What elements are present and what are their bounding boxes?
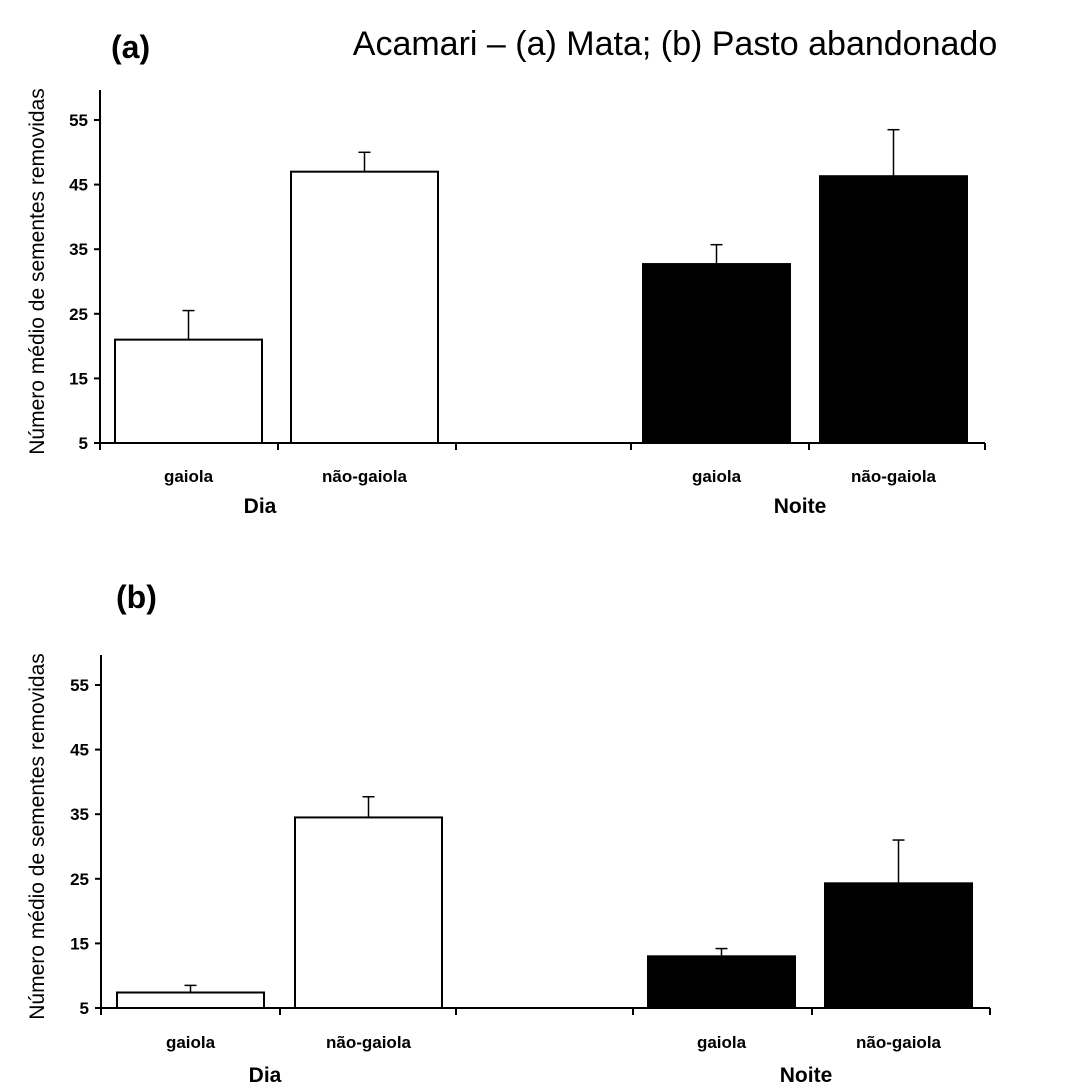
panel-label: (a) (111, 29, 150, 65)
bar (294, 816, 443, 1009)
chart-panel-b: (b) Número médio de sementes removidas 5 15… (26, 579, 991, 1087)
y-tick-label: 25 (69, 305, 88, 324)
category-label: gaiola (692, 467, 742, 486)
y-tick-label: 45 (69, 176, 88, 195)
bar (114, 338, 263, 445)
category-label: gaiola (697, 1033, 747, 1052)
category-label: não-gaiola (851, 467, 937, 486)
y-axis-label: Número médio de sementes removidas (26, 653, 49, 1020)
category-label: não-gaiola (322, 467, 408, 486)
y-tick-label: 35 (69, 240, 88, 259)
category-label: gaiola (164, 467, 214, 486)
category-label: não-gaiola (326, 1033, 412, 1052)
y-tick-label: 5 (80, 999, 89, 1018)
bar (116, 991, 265, 1009)
y-tick-label: 35 (70, 805, 89, 824)
y-axis-label: Número médio de sementes removidas (26, 88, 49, 455)
chart-panel-a: (a) Número médio de sementes removidas 5 15… (26, 29, 986, 518)
y-tick-label: 25 (70, 870, 89, 889)
group-label-noite: Noite (774, 495, 827, 518)
y-tick-label: 55 (69, 111, 88, 130)
bar (290, 170, 439, 444)
y-tick-label: 15 (69, 369, 88, 388)
group-label-noite: Noite (780, 1064, 833, 1084)
group-label-dia: Dia (249, 1064, 282, 1084)
y-tick-label: 55 (70, 676, 89, 695)
category-label: gaiola (166, 1033, 216, 1052)
y-tick-label: 5 (79, 434, 88, 453)
bar (819, 175, 968, 444)
group-label-dia: Dia (244, 495, 277, 518)
category-label: não-gaiola (856, 1033, 942, 1052)
panel-label: (b) (116, 579, 157, 615)
bar (824, 882, 973, 1010)
y-tick-label: 45 (70, 741, 89, 760)
chart-title: Acamari – (a) Mata; (b) Pasto abandonado (353, 25, 997, 63)
bar (647, 955, 796, 1010)
y-tick-label: 15 (70, 934, 89, 953)
bar (642, 263, 791, 445)
